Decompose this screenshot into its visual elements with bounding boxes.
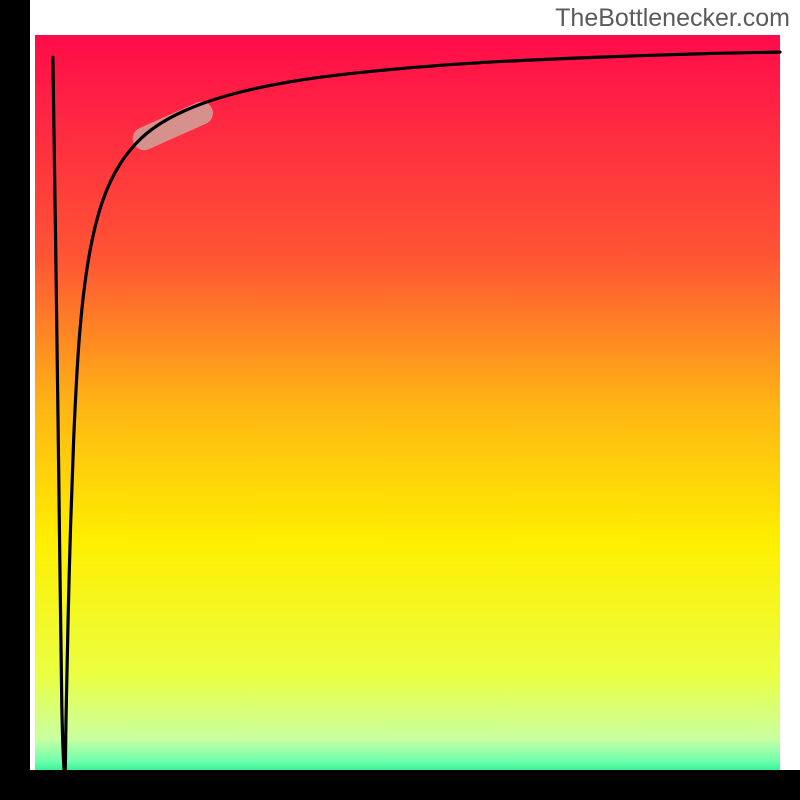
bottleneck-curve-chart [0, 0, 800, 800]
watermark-text: TheBottlenecker.com [555, 4, 790, 33]
